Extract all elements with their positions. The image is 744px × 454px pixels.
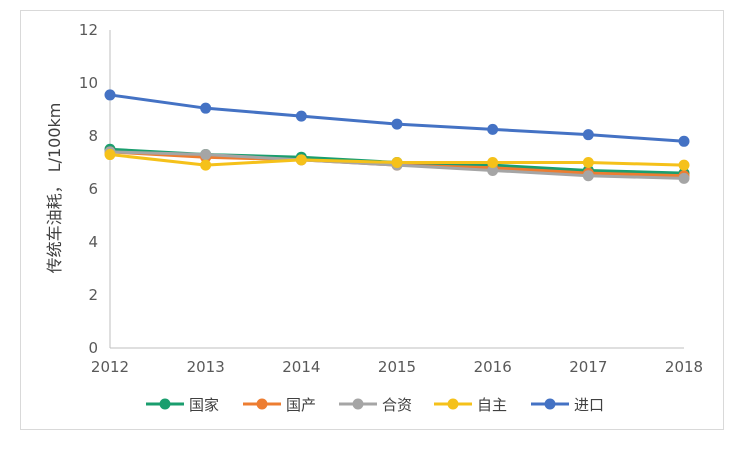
x-tick-label: 2014 (282, 358, 320, 376)
data-point (104, 89, 116, 101)
series-3 (104, 149, 690, 171)
data-point (582, 129, 594, 141)
legend-swatch-marker (352, 398, 364, 410)
x-tick-label: 2016 (474, 358, 512, 376)
legend-item: 进口 (531, 396, 604, 414)
data-point (391, 157, 403, 168)
y-tick-labels: 0 2 4 6 8 10 12 (79, 21, 98, 357)
legend-swatch-marker (447, 398, 459, 410)
data-point (391, 118, 403, 130)
data-point (487, 123, 499, 135)
y-tick-label: 12 (79, 21, 98, 39)
series-4 (104, 89, 690, 147)
y-tick-label: 6 (88, 180, 98, 198)
data-point (295, 110, 307, 122)
x-tick-label: 2017 (569, 358, 607, 376)
legend-label: 合资 (382, 396, 412, 414)
data-point (487, 164, 499, 176)
data-point (678, 172, 690, 184)
data-point (582, 157, 594, 168)
series-group (104, 89, 690, 184)
legend-label: 国家 (189, 396, 219, 414)
legend-item: 自主 (434, 396, 507, 414)
y-tick-label: 2 (88, 286, 98, 304)
data-point (295, 154, 307, 166)
x-tick-labels: 2012 2013 2014 2015 2016 2017 2018 (91, 358, 703, 376)
data-point (678, 159, 690, 171)
axes (109, 30, 684, 349)
y-tick-label: 8 (88, 127, 98, 145)
data-point (200, 102, 212, 114)
x-tick-label: 2013 (187, 358, 225, 376)
legend-swatch-marker (544, 398, 556, 410)
series-line (109, 93, 685, 143)
chart-frame (20, 10, 724, 430)
y-tick-label: 4 (88, 233, 98, 251)
legend-swatch-marker (256, 398, 268, 410)
legend: 国家 国产 合资 自主 进口 (146, 396, 604, 414)
data-point (678, 135, 690, 147)
legend-label: 自主 (477, 396, 507, 414)
legend-label: 国产 (286, 396, 316, 414)
y-tick-label: 0 (88, 339, 98, 357)
data-point (200, 149, 212, 161)
legend-item: 国产 (243, 396, 316, 414)
data-point (582, 170, 594, 182)
data-point (487, 157, 499, 168)
legend-label: 进口 (574, 396, 604, 414)
legend-item: 国家 (146, 396, 219, 414)
y-tick-label: 10 (79, 74, 98, 92)
x-tick-label: 2015 (378, 358, 416, 376)
y-axis-label: 传统车油耗， L/100km (45, 103, 64, 274)
data-point (104, 149, 116, 161)
x-tick-label: 2018 (665, 358, 703, 376)
legend-swatch-marker (159, 398, 171, 410)
x-tick-label: 2012 (91, 358, 129, 376)
legend-item: 合资 (339, 396, 412, 414)
data-point (200, 159, 212, 171)
